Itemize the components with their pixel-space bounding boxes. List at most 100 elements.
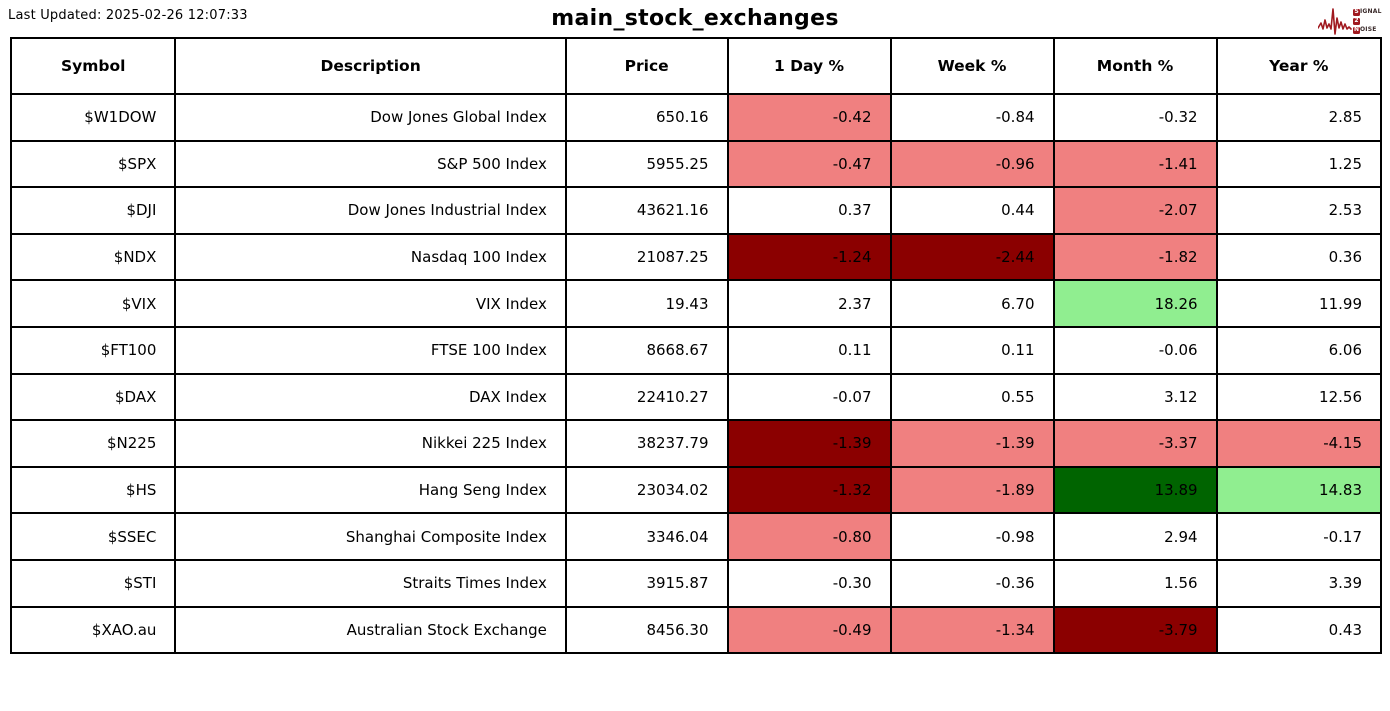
- column-header-year-pct: Year %: [1215, 37, 1383, 95]
- cell-symbol: $NDX: [9, 232, 177, 282]
- table-row: $DAX DAX Index 22410.27 -0.07 0.55 3.12 12.56: [9, 372, 1383, 422]
- cell-year-pct: 1.25: [1215, 139, 1383, 189]
- cell-description: Nikkei 225 Index: [174, 419, 567, 468]
- cell-price: 38237.79: [564, 419, 729, 468]
- logo-badge: S: [1353, 8, 1360, 16]
- table-body: $W1DOW Dow Jones Global Index 650.16 -0.42-…: [9, 93, 1383, 655]
- cell-price: 19.43: [564, 279, 729, 328]
- cell-year-pct: 0.36: [1215, 232, 1383, 282]
- cell-symbol: $SSEC: [9, 512, 177, 561]
- cell-week-pct: -0.84: [889, 93, 1055, 142]
- waveform-icon: [1318, 6, 1352, 36]
- cell-day-pct: 0.11: [726, 325, 892, 375]
- cell-month-pct: -1.82: [1052, 232, 1218, 282]
- cell-week-pct: -1.89: [889, 465, 1055, 515]
- cell-month-pct: 1.56: [1052, 558, 1218, 608]
- cell-year-pct: 12.56: [1215, 372, 1383, 422]
- cell-price: 5955.25: [564, 139, 729, 189]
- cell-year-pct: 2.85: [1215, 93, 1383, 142]
- logo-line: N OISE: [1353, 26, 1382, 34]
- column-header-symbol: Symbol: [9, 37, 177, 95]
- exchanges-table: Symbol Description Price 1 Day % Week % Month…: [9, 37, 1383, 655]
- cell-price: 23034.02: [564, 465, 729, 515]
- cell-description: Dow Jones Industrial Index: [174, 186, 567, 235]
- table-row: $NDX Nasdaq 100 Index 21087.25 -1.24 -2.44 -1…: [9, 232, 1383, 282]
- cell-symbol: $N225: [9, 419, 177, 468]
- table-row: $HS Hang Seng Index 23034.02 -1.32 -1.89 13.8…: [9, 465, 1383, 515]
- cell-day-pct: 2.37: [726, 279, 892, 328]
- cell-price: 8456.30: [564, 605, 729, 655]
- cell-month-pct: 2.94: [1052, 512, 1218, 561]
- cell-day-pct: -0.07: [726, 372, 892, 422]
- cell-description: S&P 500 Index: [174, 139, 567, 189]
- logo-rest: IGNAL: [1360, 8, 1382, 15]
- cell-week-pct: -0.36: [889, 558, 1055, 608]
- cell-month-pct: 3.12: [1052, 372, 1218, 422]
- cell-description: Australian Stock Exchange: [174, 605, 567, 655]
- cell-day-pct: -0.80: [726, 512, 892, 561]
- cell-year-pct: 14.83: [1215, 465, 1383, 515]
- cell-month-pct: 18.26: [1052, 279, 1218, 328]
- cell-symbol: $VIX: [9, 279, 177, 328]
- cell-month-pct: -3.37: [1052, 419, 1218, 468]
- cell-day-pct: -1.39: [726, 419, 892, 468]
- cell-week-pct: 0.11: [889, 325, 1055, 375]
- cell-description: FTSE 100 Index: [174, 325, 567, 375]
- column-header-day-pct: 1 Day %: [726, 37, 892, 95]
- cell-description: Shanghai Composite Index: [174, 512, 567, 561]
- cell-day-pct: -0.47: [726, 139, 892, 189]
- cell-description: VIX Index: [174, 279, 567, 328]
- logo-badge: 2: [1353, 17, 1360, 25]
- cell-day-pct: -0.42: [726, 93, 892, 142]
- cell-year-pct: 0.43: [1215, 605, 1383, 655]
- logo-rest: OISE: [1360, 26, 1377, 33]
- signal2noise-logo: S IGNAL 2 N OISE: [1318, 3, 1384, 36]
- cell-month-pct: -0.06: [1052, 325, 1218, 375]
- cell-symbol: $XAO.au: [9, 605, 177, 655]
- cell-symbol: $HS: [9, 465, 177, 515]
- top-bar: Last Updated: 2025-02-26 12:07:33 main_s…: [0, 0, 1390, 37]
- cell-price: 21087.25: [564, 232, 729, 282]
- cell-description: Straits Times Index: [174, 558, 567, 608]
- cell-month-pct: -1.41: [1052, 139, 1218, 189]
- cell-symbol: $DAX: [9, 372, 177, 422]
- cell-description: DAX Index: [174, 372, 567, 422]
- cell-day-pct: -1.24: [726, 232, 892, 282]
- cell-description: Nasdaq 100 Index: [174, 232, 567, 282]
- cell-price: 43621.16: [564, 186, 729, 235]
- cell-price: 22410.27: [564, 372, 729, 422]
- logo-badge: N: [1353, 26, 1360, 34]
- cell-year-pct: 6.06: [1215, 325, 1383, 375]
- cell-month-pct: 13.89: [1052, 465, 1218, 515]
- last-updated-label: Last Updated: 2025-02-26 12:07:33: [8, 8, 248, 23]
- logo-wordmark: S IGNAL 2 N OISE: [1353, 8, 1382, 34]
- cell-day-pct: -1.32: [726, 465, 892, 515]
- table-row: $W1DOW Dow Jones Global Index 650.16 -0.42-…: [9, 93, 1383, 142]
- cell-symbol: $DJI: [9, 186, 177, 235]
- cell-price: 3915.87: [564, 558, 729, 608]
- cell-year-pct: 2.53: [1215, 186, 1383, 235]
- column-header-week-pct: Week %: [889, 37, 1055, 95]
- logo-line: 2: [1353, 17, 1382, 25]
- cell-month-pct: -3.79: [1052, 605, 1218, 655]
- table-row: $VIX VIX Index 19.43 2.37 6.70 18.26 11.99: [9, 279, 1383, 328]
- cell-price: 3346.04: [564, 512, 729, 561]
- cell-week-pct: -1.34: [889, 605, 1055, 655]
- table-row: $N225 Nikkei 225 Index 38237.79 -1.39 -1.39-…: [9, 419, 1383, 468]
- cell-week-pct: 0.55: [889, 372, 1055, 422]
- cell-description: Dow Jones Global Index: [174, 93, 567, 142]
- table-row: $XAO.au Australian Stock Exchange 8456.30-…: [9, 605, 1383, 655]
- cell-symbol: $STI: [9, 558, 177, 608]
- table-row: $FT100 FTSE 100 Index 8668.67 0.11 0.11 -0.06…: [9, 325, 1383, 375]
- cell-day-pct: -0.49: [726, 605, 892, 655]
- cell-month-pct: -0.32: [1052, 93, 1218, 142]
- cell-year-pct: -4.15: [1215, 419, 1383, 468]
- cell-day-pct: 0.37: [726, 186, 892, 235]
- cell-year-pct: -0.17: [1215, 512, 1383, 561]
- cell-day-pct: -0.30: [726, 558, 892, 608]
- table-row: $SPX S&P 500 Index 5955.25 -0.47 -0.96 -1.41 1…: [9, 139, 1383, 189]
- cell-week-pct: -0.96: [889, 139, 1055, 189]
- cell-price: 650.16: [564, 93, 729, 142]
- table-header-row: Symbol Description Price 1 Day % Week % Month…: [9, 37, 1383, 95]
